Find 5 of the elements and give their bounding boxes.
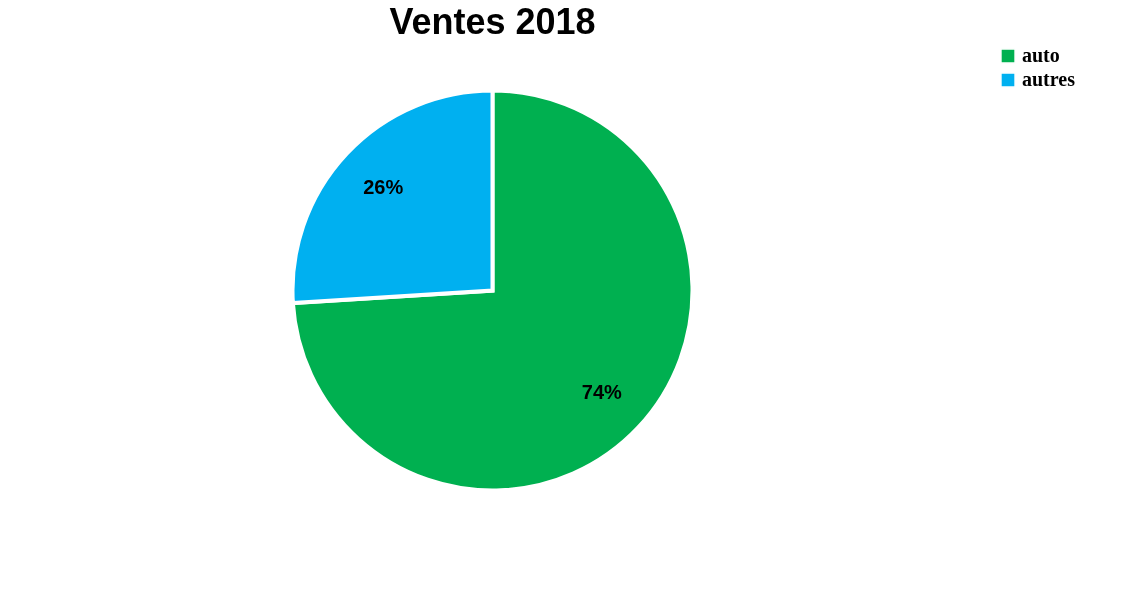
data-label: 74% xyxy=(581,381,623,404)
data-label: 26% xyxy=(363,175,404,198)
legend-label: autres xyxy=(1022,68,1076,90)
legend-label: auto xyxy=(1022,44,1060,66)
chart-title: Ventes 2018 xyxy=(389,1,596,42)
